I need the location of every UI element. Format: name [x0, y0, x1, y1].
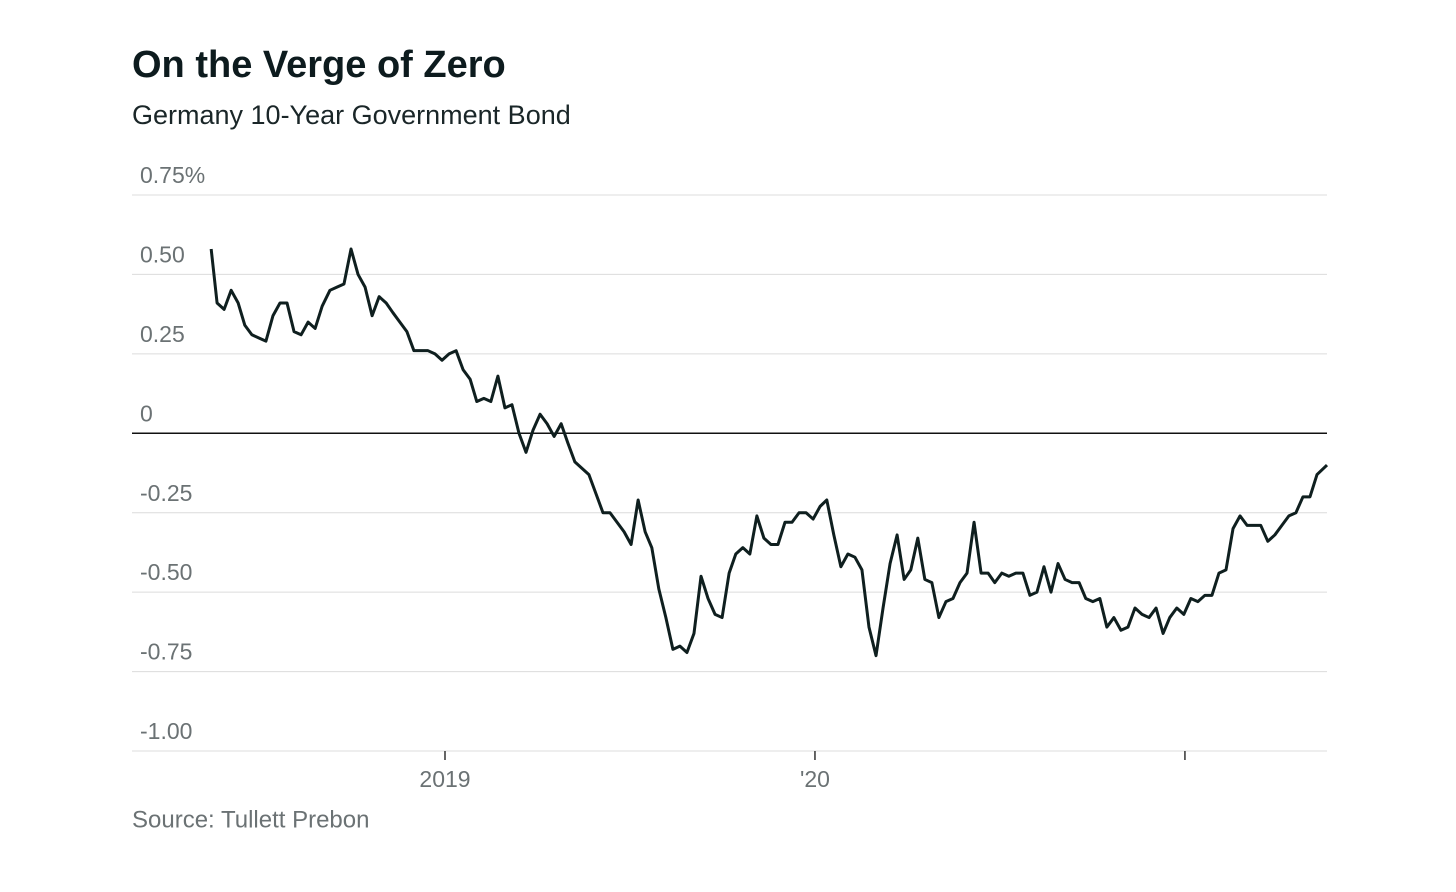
x-tick-label: '20 — [800, 766, 830, 792]
y-tick-label: -0.50 — [140, 559, 192, 585]
y-tick-label: -0.25 — [140, 480, 192, 506]
x-tick-label: 2019 — [419, 766, 470, 792]
y-tick-label: 0.75% — [140, 162, 205, 188]
y-tick-label: -0.75 — [140, 639, 192, 665]
source-note: Source: Tullett Prebon — [132, 806, 369, 833]
y-tick-label: 0.50 — [140, 242, 185, 268]
line-series — [209, 247, 1329, 658]
chart-subtitle: Germany 10-Year Government Bond — [132, 100, 571, 130]
y-tick-label: 0.25 — [140, 321, 185, 347]
y-tick-label: 0 — [140, 400, 153, 426]
y-tick-label: -1.00 — [140, 718, 192, 744]
chart-title: On the Verge of Zero — [132, 44, 506, 86]
